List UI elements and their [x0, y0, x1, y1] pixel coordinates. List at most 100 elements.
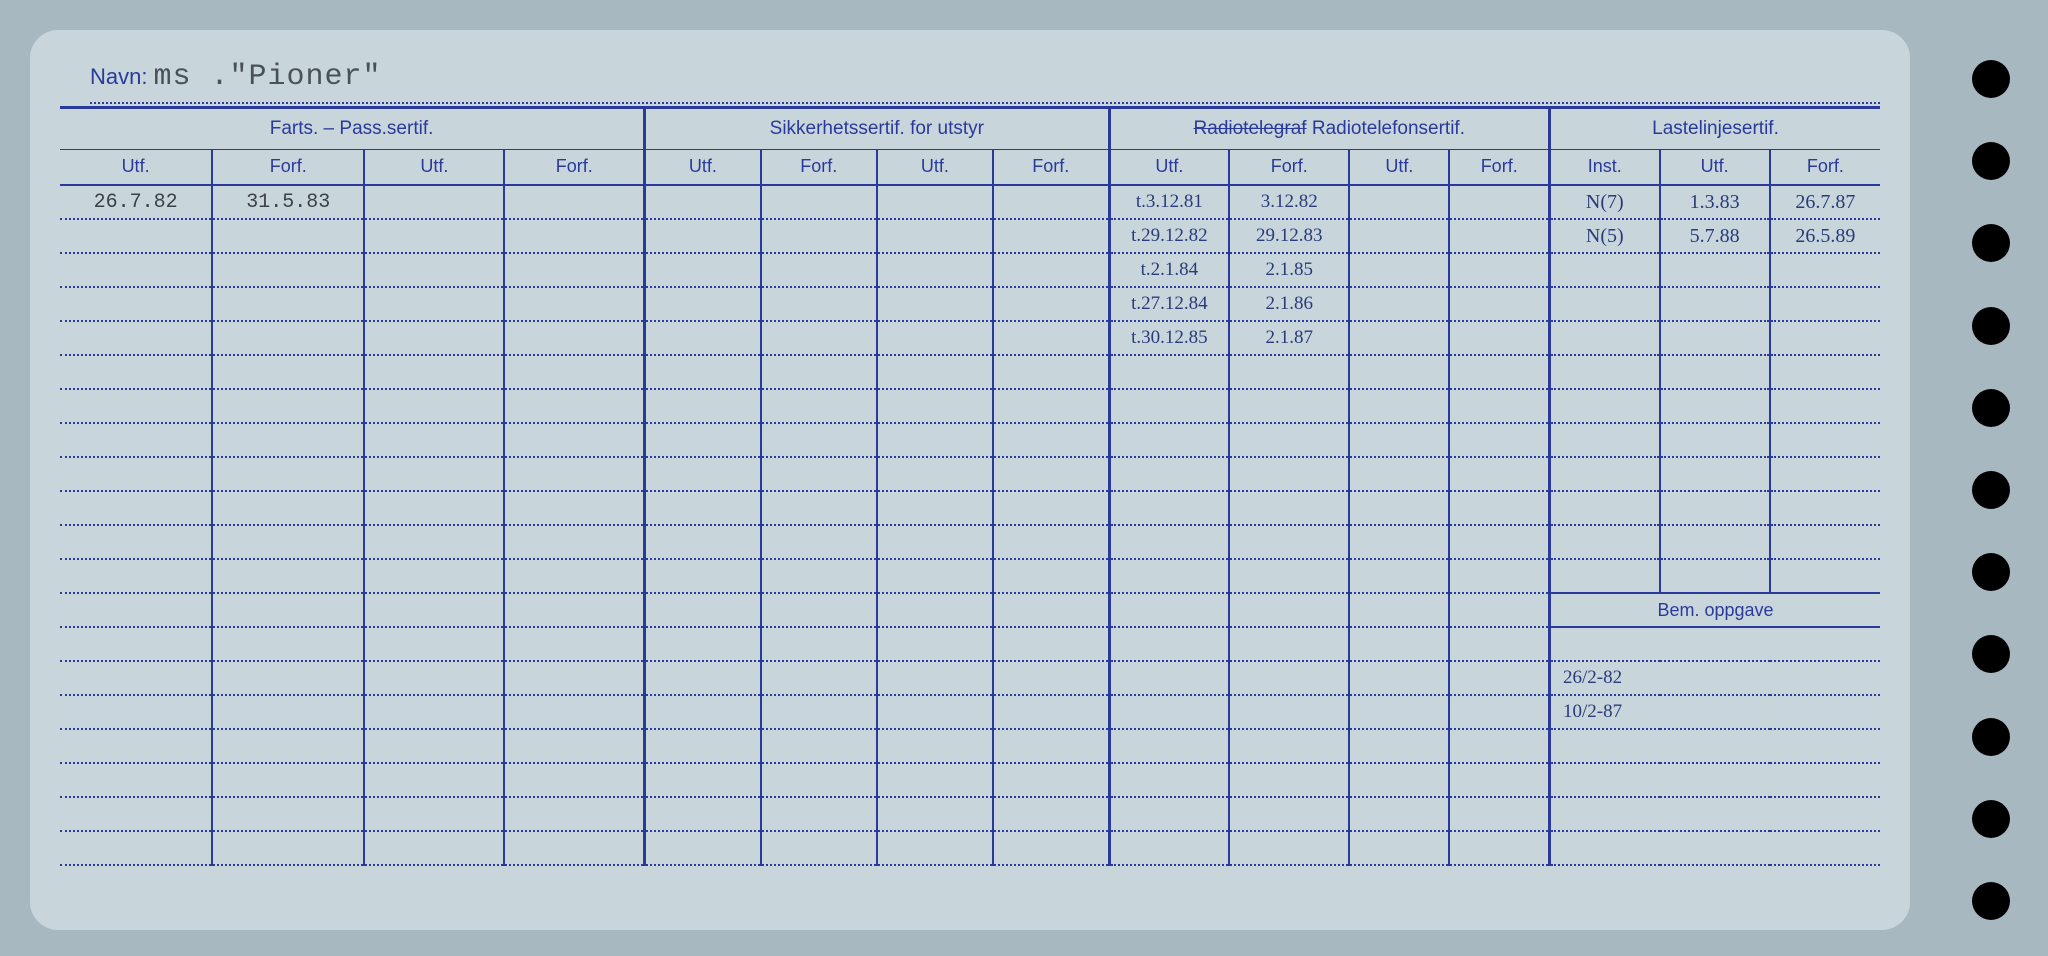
cell: [1109, 627, 1229, 661]
table-row: 26.7.8231.5.83t.3.12.813.12.82N(7)1.3.83…: [60, 185, 1880, 219]
cell: [1349, 831, 1449, 865]
cell: [761, 287, 877, 321]
cell: [364, 661, 504, 695]
cell: t.3.12.81: [1109, 185, 1229, 219]
cell: [1109, 797, 1229, 831]
cell: [761, 559, 877, 593]
cell: [877, 627, 993, 661]
cell: [504, 763, 644, 797]
cell: [1349, 253, 1449, 287]
cell: [1349, 661, 1449, 695]
table-row: [60, 763, 1880, 797]
cell: [364, 423, 504, 457]
header-sub-row: Utf.Forf.Utf.Forf.Utf.Forf.Utf.Forf.Utf.…: [60, 149, 1880, 185]
header-sub: Forf.: [1449, 149, 1549, 185]
cell: [993, 185, 1109, 219]
cell: [645, 389, 761, 423]
table-row: [60, 457, 1880, 491]
cell: [1449, 219, 1549, 253]
cell: [877, 695, 993, 729]
header-group: Farts. – Pass.sertif.: [60, 109, 645, 149]
cell: [364, 797, 504, 831]
cell: [504, 389, 644, 423]
certificate-table-wrap: Farts. – Pass.sertif.Sikkerhetssertif. f…: [60, 106, 1880, 866]
cell: [1229, 491, 1349, 525]
cell: [1770, 457, 1880, 491]
cell: [1550, 423, 1660, 457]
cell: [504, 559, 644, 593]
cell: [993, 457, 1109, 491]
cell: [1449, 389, 1549, 423]
punch-holes: [1972, 60, 2012, 920]
header-sub: Utf.: [877, 149, 993, 185]
cell: [761, 321, 877, 355]
cell: [1550, 287, 1660, 321]
cell: [877, 831, 993, 865]
cell: [1349, 729, 1449, 763]
table-row: t.27.12.842.1.86: [60, 287, 1880, 321]
punch-hole: [1972, 389, 2010, 427]
cell: [212, 457, 364, 491]
bem-header-row: Bem. oppgave: [60, 593, 1880, 627]
cell: [877, 457, 993, 491]
table-row: 26/2-82: [60, 661, 1880, 695]
cell: [1349, 219, 1449, 253]
cell: t.29.12.82: [1109, 219, 1229, 253]
cell: [1449, 661, 1549, 695]
cell: [212, 253, 364, 287]
cell: [504, 797, 644, 831]
cell: [877, 389, 993, 423]
cell: [993, 525, 1109, 559]
cell: [504, 321, 644, 355]
cell: [1660, 253, 1770, 287]
cell: [1449, 763, 1549, 797]
header-sub: Utf.: [1109, 149, 1229, 185]
cell: [993, 831, 1109, 865]
cell: [1349, 355, 1449, 389]
table-row: t.30.12.852.1.87: [60, 321, 1880, 355]
cell: [993, 355, 1109, 389]
punch-hole: [1972, 800, 2010, 838]
cell: [504, 627, 644, 661]
punch-hole: [1972, 635, 2010, 673]
cell: [60, 593, 212, 627]
cell: t.27.12.84: [1109, 287, 1229, 321]
cell: [645, 593, 761, 627]
cell: [1770, 253, 1880, 287]
cell: [877, 185, 993, 219]
cell: [1109, 389, 1229, 423]
cell: [1109, 423, 1229, 457]
cell: [1229, 559, 1349, 593]
table-row: 10/2-87: [60, 695, 1880, 729]
cell: [877, 525, 993, 559]
cell: [1449, 729, 1549, 763]
cell: [761, 797, 877, 831]
cell: [1449, 321, 1549, 355]
cell: [212, 389, 364, 423]
cell: [1550, 355, 1660, 389]
cell: [877, 593, 993, 627]
cell: [1449, 593, 1549, 627]
cell: [1229, 457, 1349, 491]
header-sub: Utf.: [364, 149, 504, 185]
punch-hole: [1972, 553, 2010, 591]
cell: [993, 797, 1109, 831]
table-row: t.2.1.842.1.85: [60, 253, 1880, 287]
cell: [1349, 627, 1449, 661]
cell: [1229, 695, 1349, 729]
cell: [1229, 423, 1349, 457]
cell: [60, 423, 212, 457]
cell: [761, 355, 877, 389]
cell: [1550, 253, 1660, 287]
header-sub: Inst.: [1550, 149, 1660, 185]
cell: [1109, 729, 1229, 763]
cell: [645, 525, 761, 559]
cell: [60, 491, 212, 525]
cell: 31.5.83: [212, 185, 364, 219]
cell: [364, 593, 504, 627]
cell: [504, 253, 644, 287]
punch-hole: [1972, 718, 2010, 756]
cell: [1550, 525, 1660, 559]
cell: [1770, 559, 1880, 593]
cell: [1229, 831, 1349, 865]
